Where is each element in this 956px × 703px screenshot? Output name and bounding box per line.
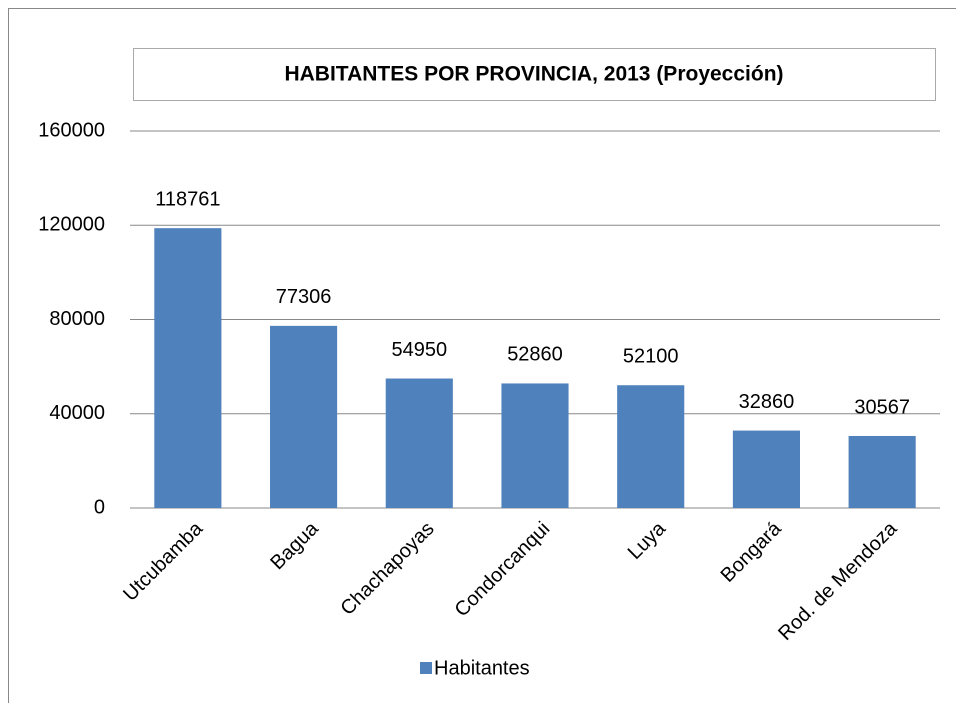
bar <box>270 325 338 508</box>
x-tick-label: Rod. de Mendoza <box>774 517 902 645</box>
x-tick-label: Bagua <box>266 517 323 574</box>
y-tick-label: 80000 <box>49 308 105 330</box>
data-label: 118761 <box>155 188 220 210</box>
data-label: 32860 <box>739 391 795 413</box>
bar <box>154 228 222 509</box>
y-tick-label: 0 <box>94 496 105 518</box>
legend-swatch <box>420 662 432 674</box>
bar <box>732 430 800 508</box>
y-tick-label: 120000 <box>38 214 105 236</box>
x-tick-label: Bongará <box>717 517 787 587</box>
data-label: 52100 <box>623 346 679 368</box>
x-tick-label: Chachapoyas <box>337 518 439 620</box>
x-tick-label: Condorcanqui <box>451 518 555 622</box>
data-label: 30567 <box>854 396 910 418</box>
chart-frame <box>8 8 956 703</box>
x-tick-label: Utcubamba <box>119 517 207 605</box>
bar <box>385 378 453 508</box>
data-label: 77306 <box>276 286 332 308</box>
x-tick-label: Luya <box>624 517 671 564</box>
data-label: 52860 <box>507 344 563 366</box>
bar <box>848 435 916 508</box>
chart-title: HABITANTES POR PROVINCIA, 2013 (Proyecci… <box>284 63 783 86</box>
data-label: 54950 <box>391 339 447 361</box>
title-box <box>133 48 936 101</box>
bar <box>501 383 569 508</box>
y-tick-label: 160000 <box>38 119 105 141</box>
legend-label: Habitantes <box>434 657 530 679</box>
bar <box>617 385 685 508</box>
y-tick-label: 40000 <box>49 402 105 424</box>
